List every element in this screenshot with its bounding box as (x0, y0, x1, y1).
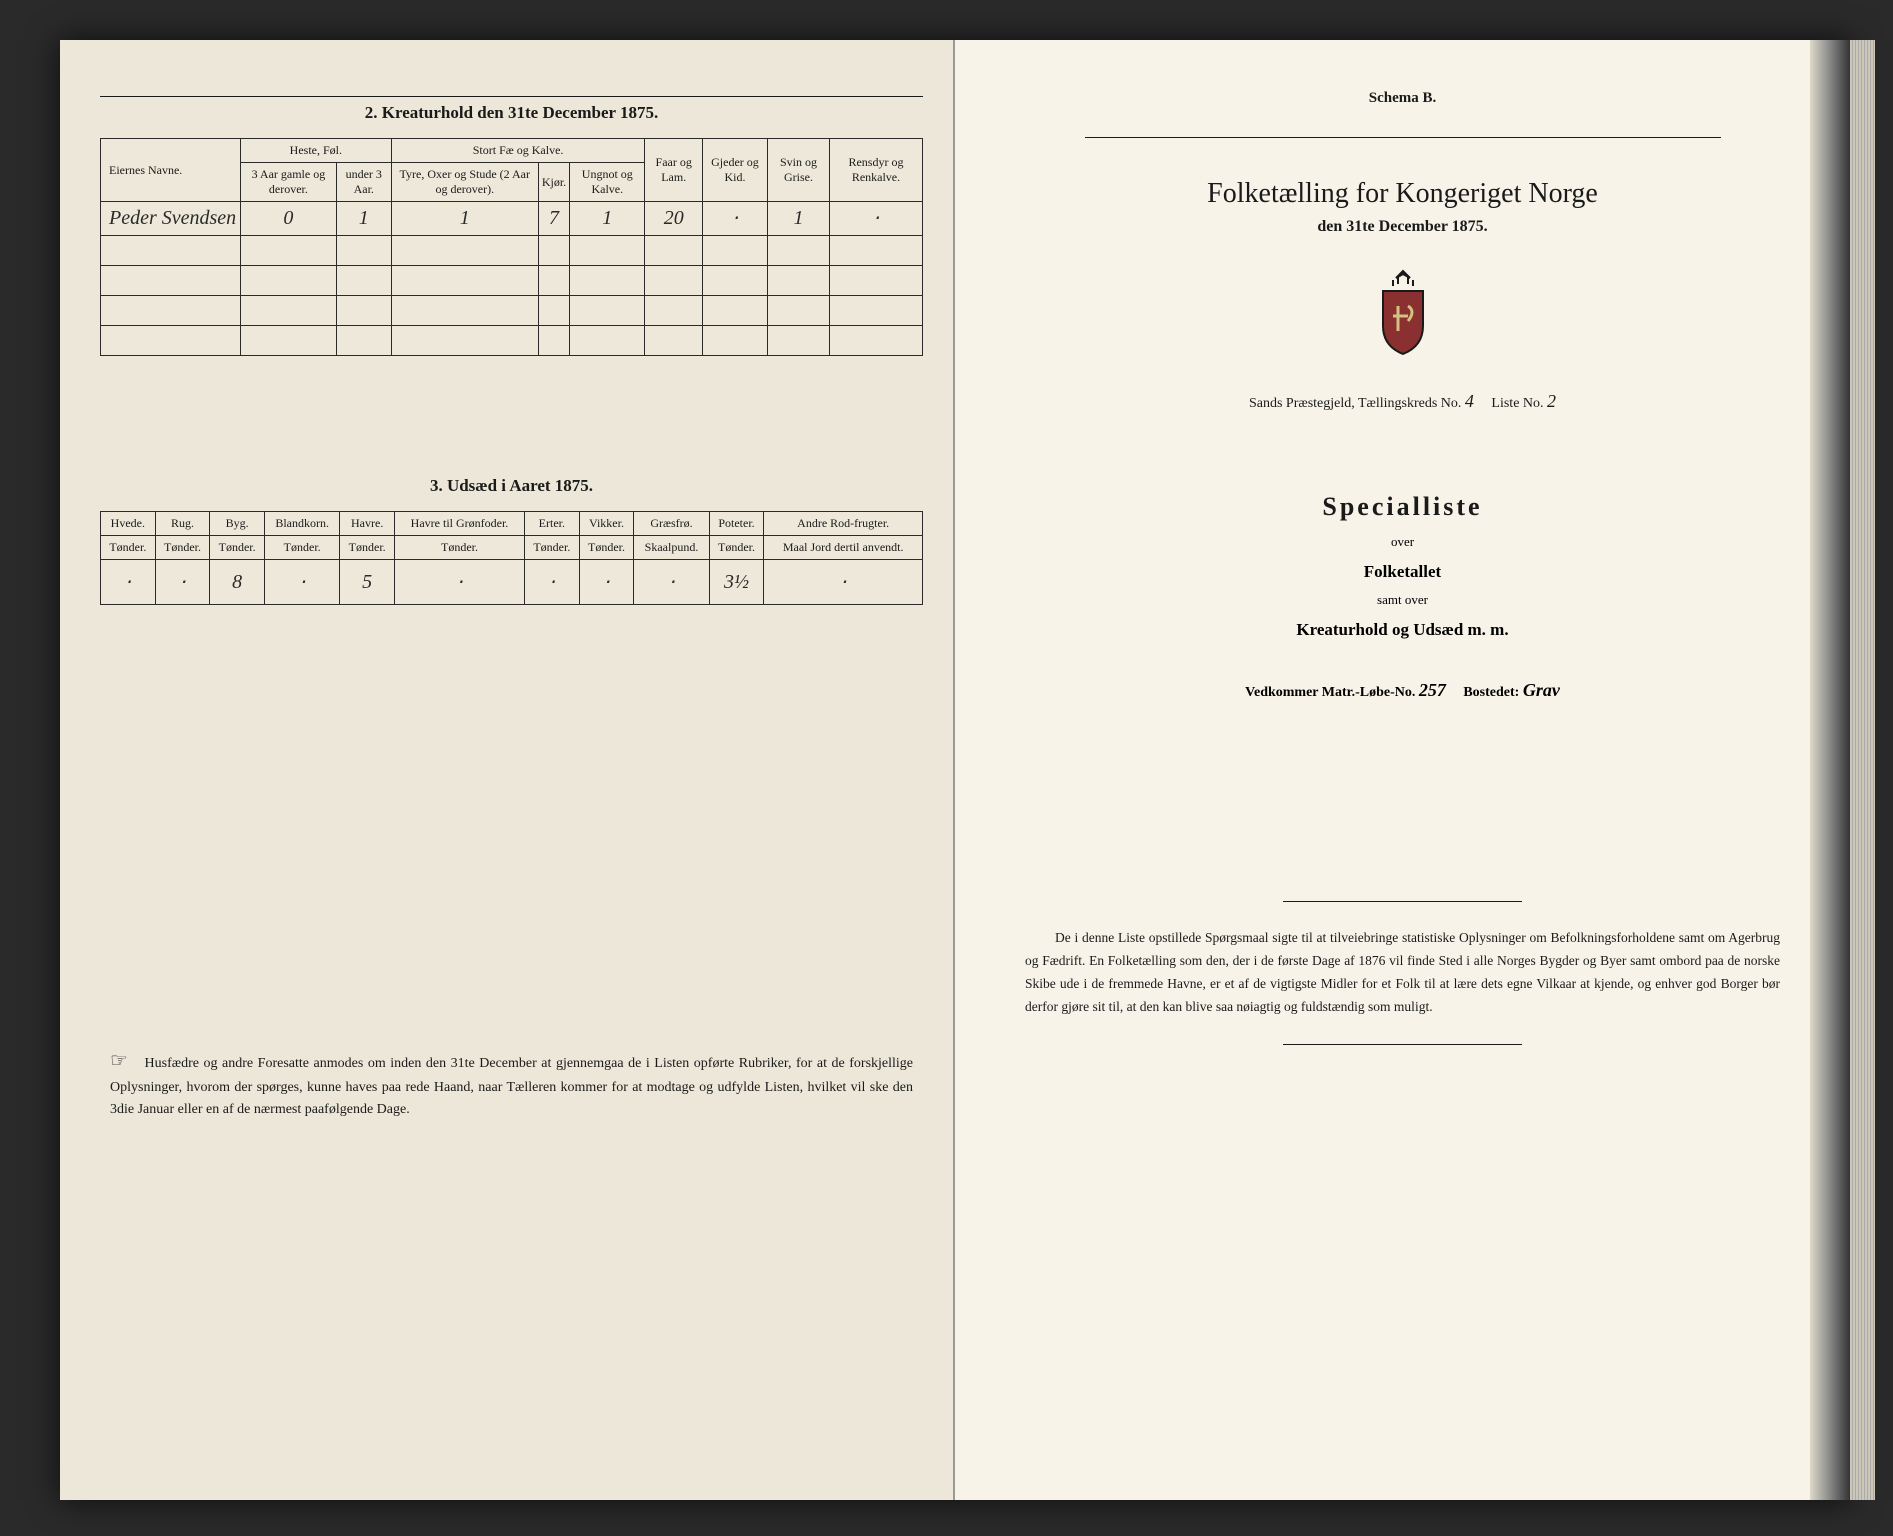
cell-gjeder: ‧ (702, 202, 767, 236)
cell-stort-a: 1 (391, 202, 538, 236)
rule-line (1283, 901, 1522, 902)
unit-vikker: Tønder. (579, 536, 634, 560)
pointing-hand-icon: ☞ (110, 1045, 140, 1077)
main-subtitle: den 31te December 1875. (1005, 218, 1800, 236)
cell-rug: ‧ (155, 560, 210, 605)
matr-no: 257 (1419, 680, 1446, 700)
section2-title: 2. Kreaturhold den 31te December 1875. (100, 103, 923, 123)
vedkommer-prefix: Vedkommer Matr.-Løbe-No. (1245, 685, 1415, 700)
col-svin: Svin og Grise. (767, 139, 829, 202)
col-stort-group: Stort Fæ og Kalve. (391, 139, 645, 163)
col-faar: Faar og Lam. (645, 139, 703, 202)
cell-byg: 8 (210, 560, 265, 605)
cell-svin: 1 (767, 202, 829, 236)
right-footnote: De i denne Liste opstillede Spørgsmaal s… (1005, 927, 1800, 1019)
unit-byg: Tønder. (210, 536, 265, 560)
district-no: 4 (1465, 391, 1474, 411)
over-label: over (1005, 534, 1800, 550)
section3-title: 3. Udsæd i Aaret 1875. (100, 476, 923, 496)
bostedet-prefix: Bostedet: (1463, 685, 1519, 700)
footnote-text: Husfædre og andre Foresatte anmodes om i… (110, 1056, 913, 1117)
col-rug: Rug. (155, 512, 210, 536)
left-page: 2. Kreaturhold den 31te December 1875. E… (60, 40, 955, 1500)
right-page: Schema B. Folketælling for Kongeriget No… (955, 40, 1850, 1500)
table-row (101, 236, 923, 266)
udsaed-table: Hvede. Rug. Byg. Blandkorn. Havre. Havre… (100, 511, 923, 605)
kreatur-label: Kreaturhold og Udsæd m. m. (1005, 620, 1800, 640)
col-stort-c: Ungnot og Kalve. (570, 163, 645, 202)
cell-andre: ‧ (764, 560, 923, 605)
bostedet-value: Grav (1523, 680, 1560, 700)
unit-andre: Maal Jord dertil anvendt. (764, 536, 923, 560)
col-byg: Byg. (210, 512, 265, 536)
vedkommer-line: Vedkommer Matr.-Løbe-No. 257 Bostedet: G… (1005, 680, 1800, 701)
col-stort-a: Tyre, Oxer og Stude (2 Aar og derover). (391, 163, 538, 202)
rule-line (1283, 1044, 1522, 1045)
table-row (101, 326, 923, 356)
cell-owner: Peder Svendsen (101, 202, 241, 236)
unit-rug: Tønder. (155, 536, 210, 560)
cell-havre-til: ‧ (395, 560, 525, 605)
col-graesfro: Græsfrø. (634, 512, 709, 536)
left-footnote: ☞ Husfædre og andre Foresatte anmodes om… (100, 1045, 923, 1122)
coat-of-arms-icon (1005, 266, 1800, 371)
col-hvede: Hvede. (101, 512, 156, 536)
schema-label: Schema B. (1005, 90, 1800, 107)
table-row: Peder Svendsen 0 1 1 7 1 20 ‧ 1 ‧ (101, 202, 923, 236)
unit-hvede: Tønder. (101, 536, 156, 560)
cell-blandkorn: ‧ (264, 560, 339, 605)
page-stack (1850, 40, 1875, 1500)
unit-poteter: Tønder. (709, 536, 764, 560)
liste-no: 2 (1547, 391, 1556, 411)
cell-hvede: ‧ (101, 560, 156, 605)
col-heste-a: 3 Aar gamle og derover. (241, 163, 337, 202)
rule-line (100, 96, 923, 97)
cell-erter: ‧ (525, 560, 580, 605)
samt-label: samt over (1005, 592, 1800, 608)
unit-graesfro: Skaalpund. (634, 536, 709, 560)
col-heste-b: under 3 Aar. (336, 163, 391, 202)
cell-poteter: 3½ (709, 560, 764, 605)
col-poteter: Poteter. (709, 512, 764, 536)
col-stort-b: Kjør. (538, 163, 569, 202)
rule-line (1085, 137, 1721, 138)
col-erter: Erter. (525, 512, 580, 536)
col-owner: Eiernes Navne. (101, 139, 241, 202)
main-title: Folketælling for Kongeriget Norge (1005, 178, 1800, 210)
cell-vikker: ‧ (579, 560, 634, 605)
cell-faar: 20 (645, 202, 703, 236)
col-blandkorn: Blandkorn. (264, 512, 339, 536)
col-heste-group: Heste, Føl. (241, 139, 392, 163)
unit-havre: Tønder. (340, 536, 395, 560)
cell-graesfro: ‧ (634, 560, 709, 605)
col-havre: Havre. (340, 512, 395, 536)
folketallet-label: Folketallet (1005, 562, 1800, 582)
table-row (101, 296, 923, 326)
unit-havre-til: Tønder. (395, 536, 525, 560)
col-andre: Andre Rod-frugter. (764, 512, 923, 536)
unit-erter: Tønder. (525, 536, 580, 560)
unit-blandkorn: Tønder. (264, 536, 339, 560)
book-spread: 2. Kreaturhold den 31te December 1875. E… (60, 40, 1850, 1500)
table-row (101, 266, 923, 296)
specialliste-title: Specialliste (1005, 492, 1800, 522)
cell-heste-a: 0 (241, 202, 337, 236)
cell-rensdyr: ‧ (829, 202, 922, 236)
table-row: ‧ ‧ 8 ‧ 5 ‧ ‧ ‧ ‧ 3½ ‧ (101, 560, 923, 605)
district-prefix: Sands Præstegjeld, Tællingskreds No. (1249, 396, 1461, 411)
col-rensdyr: Rensdyr og Renkalve. (829, 139, 922, 202)
cell-heste-b: 1 (336, 202, 391, 236)
liste-prefix: Liste No. (1491, 396, 1543, 411)
cell-havre: 5 (340, 560, 395, 605)
col-gjeder: Gjeder og Kid. (702, 139, 767, 202)
page-edge (1810, 40, 1850, 1500)
district-line: Sands Præstegjeld, Tællingskreds No. 4 L… (1005, 391, 1800, 412)
section3: 3. Udsæd i Aaret 1875. Hvede. Rug. Byg. … (100, 476, 923, 605)
cell-stort-c: 1 (570, 202, 645, 236)
cell-stort-b: 7 (538, 202, 569, 236)
col-havre-til: Havre til Grønfoder. (395, 512, 525, 536)
col-vikker: Vikker. (579, 512, 634, 536)
kreaturhold-table: Eiernes Navne. Heste, Føl. Stort Fæ og K… (100, 138, 923, 356)
